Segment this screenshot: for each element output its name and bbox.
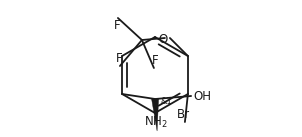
Text: &1: &1	[160, 97, 172, 106]
Text: O: O	[159, 34, 168, 46]
Text: F: F	[116, 52, 122, 65]
Text: NH$_2$: NH$_2$	[144, 115, 168, 130]
Text: OH: OH	[193, 89, 211, 102]
Text: F: F	[152, 54, 158, 67]
Text: F: F	[114, 19, 120, 32]
Text: Br: Br	[177, 108, 191, 121]
Polygon shape	[152, 99, 159, 131]
